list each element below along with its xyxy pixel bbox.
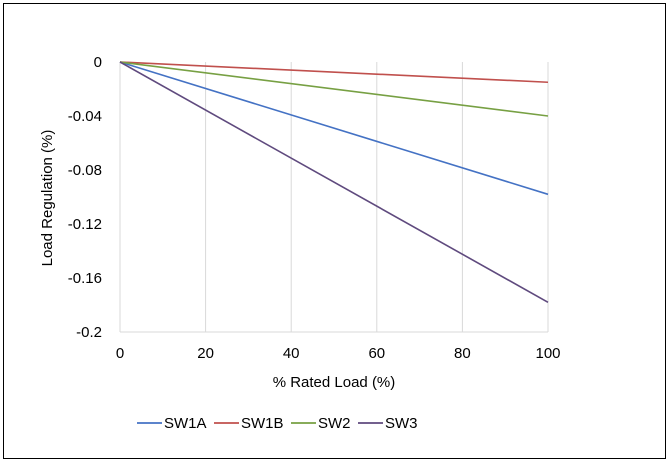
legend: SW1A SW1B SW2 SW3 [137,415,418,432]
y-tick-labels: 0 -0.04 -0.08 -0.12 -0.16 -0.2 [68,54,102,341]
x-tick-labels: 0 20 40 60 80 100 [116,345,561,362]
legend-label: SW2 [318,415,351,432]
legend-label: SW1B [241,415,284,432]
x-tick-label: 80 [454,345,471,362]
legend-label: SW3 [385,415,418,432]
series-line-sw1b [119,61,549,84]
x-tick-label: 60 [368,345,385,362]
axes [119,62,548,333]
y-tick-label: 0 [94,54,102,71]
y-tick-label: -0.16 [68,270,102,287]
y-tick-label: -0.04 [68,108,102,125]
x-tick-label: 20 [197,345,214,362]
series-line-sw3 [119,61,549,303]
y-axis-label: Load Regulation (%) [39,130,56,267]
x-tick-label: 40 [283,345,300,362]
chart-frame [3,3,666,459]
series-line-sw2 [119,61,549,117]
grid-lines [205,62,549,332]
x-tick-label: 0 [116,345,124,362]
y-tick-label: -0.12 [68,216,102,233]
x-tick-label: 100 [535,345,560,362]
x-axis-label: % Rated Load (%) [273,374,396,391]
y-tick-label: -0.08 [68,162,102,179]
series-line-sw1a [119,61,549,196]
series-lines [119,61,549,303]
legend-label: SW1A [164,415,207,432]
y-tick-label: -0.2 [76,324,102,341]
